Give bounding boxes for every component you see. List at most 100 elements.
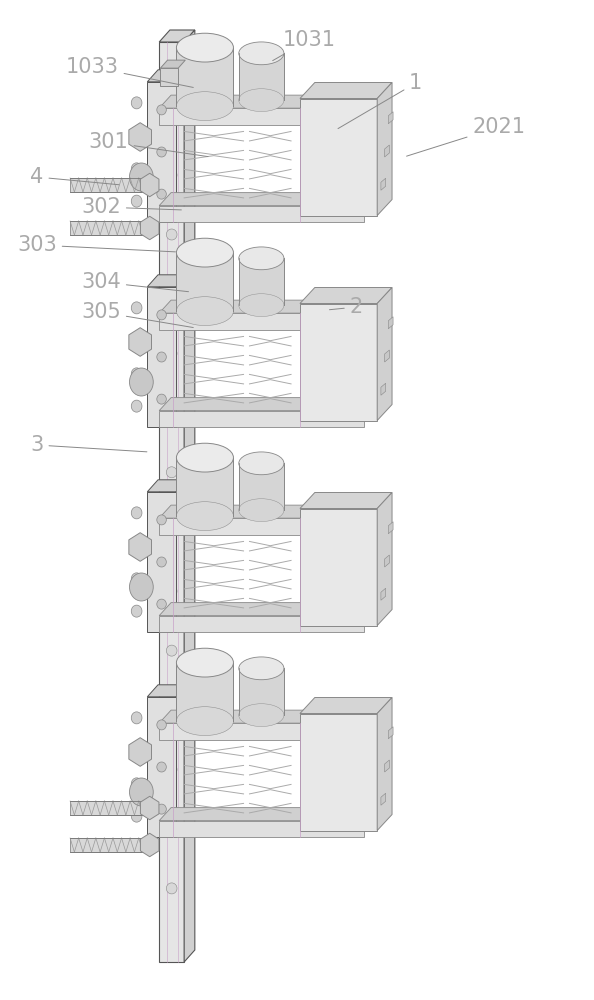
Ellipse shape <box>166 883 177 894</box>
Polygon shape <box>300 83 392 99</box>
Ellipse shape <box>157 352 166 362</box>
Ellipse shape <box>131 302 142 314</box>
Ellipse shape <box>176 707 233 736</box>
Ellipse shape <box>129 778 153 806</box>
Polygon shape <box>159 108 364 125</box>
Polygon shape <box>381 178 386 190</box>
Ellipse shape <box>157 310 166 320</box>
Ellipse shape <box>166 110 177 121</box>
Text: 3: 3 <box>30 435 147 455</box>
Polygon shape <box>147 685 187 697</box>
Polygon shape <box>147 82 176 222</box>
Polygon shape <box>159 808 376 821</box>
Ellipse shape <box>131 573 142 585</box>
Ellipse shape <box>157 720 166 730</box>
Ellipse shape <box>157 147 166 157</box>
Polygon shape <box>300 508 377 626</box>
Polygon shape <box>377 83 392 216</box>
Ellipse shape <box>129 368 153 396</box>
Bar <box>239 668 284 715</box>
Ellipse shape <box>131 712 142 724</box>
Ellipse shape <box>157 599 166 609</box>
Text: 303: 303 <box>17 235 175 255</box>
Text: 2021: 2021 <box>406 117 526 156</box>
Ellipse shape <box>131 605 142 617</box>
Ellipse shape <box>157 189 166 199</box>
Polygon shape <box>147 492 176 632</box>
Polygon shape <box>300 698 392 714</box>
Ellipse shape <box>131 539 142 551</box>
Ellipse shape <box>166 170 177 181</box>
Polygon shape <box>159 398 376 411</box>
Bar <box>70 801 147 815</box>
Polygon shape <box>381 588 386 600</box>
Polygon shape <box>184 30 195 962</box>
Ellipse shape <box>166 467 177 478</box>
Ellipse shape <box>157 804 166 814</box>
Ellipse shape <box>239 499 284 522</box>
Polygon shape <box>384 145 389 157</box>
Polygon shape <box>159 411 364 427</box>
Ellipse shape <box>166 407 177 418</box>
Ellipse shape <box>157 105 166 115</box>
Ellipse shape <box>131 334 142 346</box>
Ellipse shape <box>239 294 284 317</box>
Polygon shape <box>377 288 392 420</box>
Ellipse shape <box>239 704 284 727</box>
Ellipse shape <box>166 229 177 240</box>
Ellipse shape <box>239 452 284 475</box>
Polygon shape <box>377 493 392 626</box>
Ellipse shape <box>129 163 153 191</box>
Ellipse shape <box>239 657 284 680</box>
Polygon shape <box>159 95 376 108</box>
Polygon shape <box>147 697 176 837</box>
Ellipse shape <box>131 744 142 756</box>
Polygon shape <box>159 313 364 330</box>
Polygon shape <box>159 300 376 313</box>
Polygon shape <box>159 723 364 740</box>
Polygon shape <box>159 505 376 518</box>
Ellipse shape <box>166 526 177 537</box>
Polygon shape <box>140 216 159 240</box>
Text: 2: 2 <box>330 297 363 317</box>
Bar <box>176 48 233 106</box>
Ellipse shape <box>131 129 142 141</box>
Polygon shape <box>129 123 151 151</box>
Polygon shape <box>381 793 386 805</box>
Polygon shape <box>147 70 187 82</box>
Polygon shape <box>129 328 151 356</box>
Ellipse shape <box>157 515 166 525</box>
Polygon shape <box>381 383 386 395</box>
Polygon shape <box>384 760 389 772</box>
Bar <box>239 53 284 100</box>
Polygon shape <box>129 533 151 561</box>
Text: 305: 305 <box>81 302 193 328</box>
Ellipse shape <box>239 42 284 65</box>
Polygon shape <box>160 60 185 68</box>
Ellipse shape <box>157 762 166 772</box>
Polygon shape <box>159 603 376 616</box>
Ellipse shape <box>176 33 233 62</box>
Polygon shape <box>147 287 176 427</box>
Polygon shape <box>388 112 393 124</box>
Polygon shape <box>159 42 184 962</box>
Text: 1033: 1033 <box>65 57 193 87</box>
Polygon shape <box>388 317 393 329</box>
Bar <box>239 463 284 510</box>
Bar <box>70 838 147 852</box>
Polygon shape <box>159 616 364 632</box>
Ellipse shape <box>131 368 142 380</box>
Ellipse shape <box>166 705 177 716</box>
Ellipse shape <box>176 92 233 121</box>
Ellipse shape <box>157 394 166 404</box>
Polygon shape <box>159 206 364 222</box>
Polygon shape <box>384 555 389 567</box>
Ellipse shape <box>239 247 284 270</box>
Text: 304: 304 <box>81 272 188 292</box>
Text: 1031: 1031 <box>273 30 336 61</box>
Ellipse shape <box>166 586 177 597</box>
Bar <box>239 258 284 305</box>
Polygon shape <box>140 173 159 197</box>
Text: 302: 302 <box>81 197 181 217</box>
Polygon shape <box>160 68 178 86</box>
